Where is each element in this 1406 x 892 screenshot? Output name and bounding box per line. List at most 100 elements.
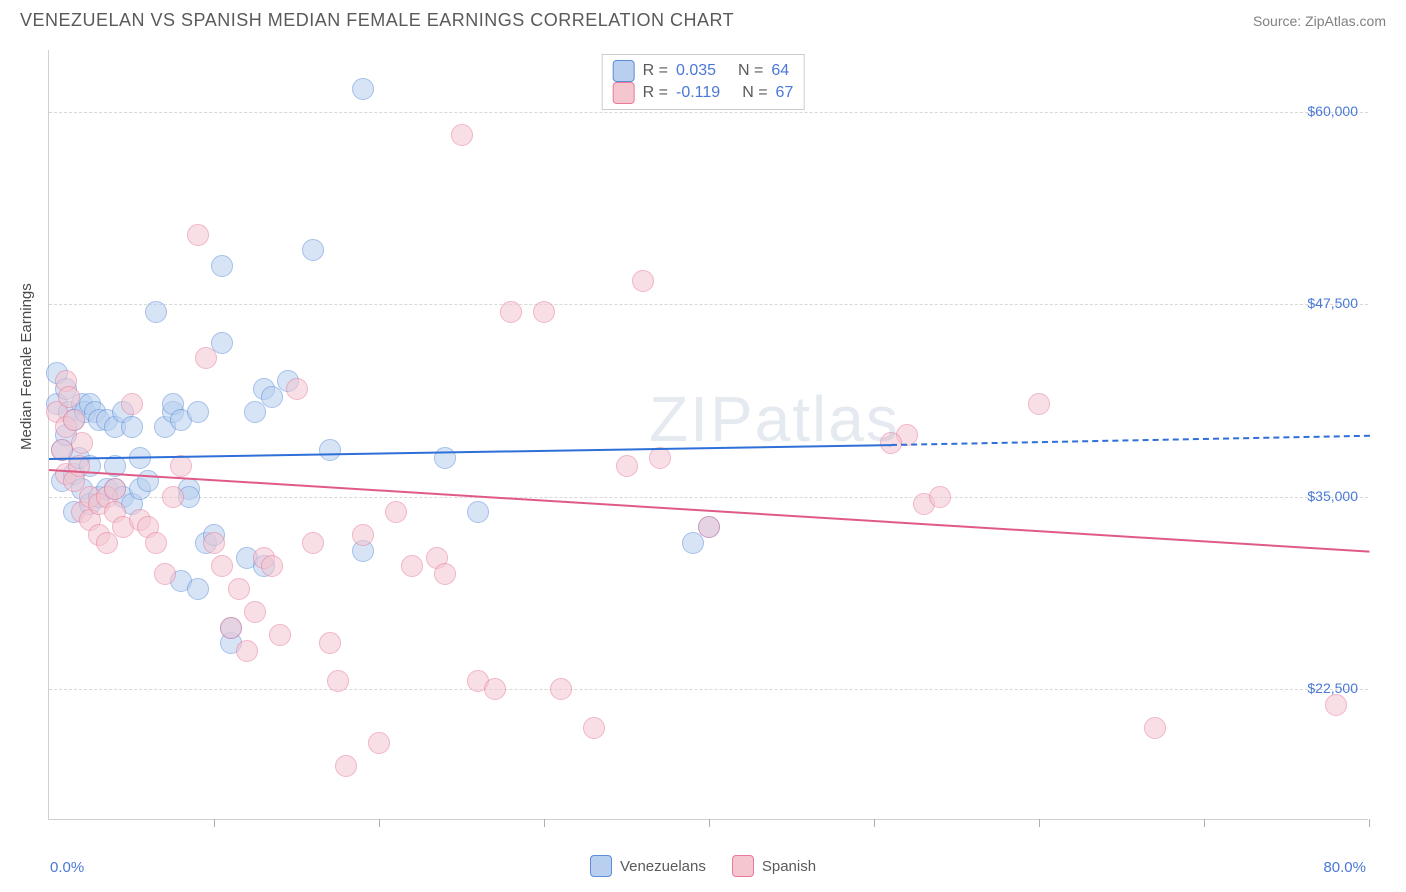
source-attribution: Source: ZipAtlas.com [1253,13,1386,29]
scatter-point [228,578,250,600]
scatter-point [385,501,407,523]
scatter-point [698,516,720,538]
scatter-point [63,409,85,431]
correlation-legend: R =0.035N =64R =-0.119N =67 [602,54,805,110]
legend-item: Spanish [732,855,816,877]
r-value: 0.035 [676,62,716,80]
scatter-chart: ZIPatlas $22,500$35,000$47,500$60,000 [48,50,1368,820]
x-min-label: 0.0% [50,859,84,876]
scatter-point [58,386,80,408]
series-legend: Venezuelans Spanish [0,855,1406,877]
scatter-point [211,555,233,577]
header: VENEZUELAN VS SPANISH MEDIAN FEMALE EARN… [0,0,1406,31]
scatter-point [244,601,266,623]
scatter-point [649,447,671,469]
scatter-point [319,632,341,654]
scatter-point [121,393,143,415]
scatter-point [211,332,233,354]
r-label: R = [643,62,668,80]
n-label: N = [738,62,763,80]
scatter-point [319,439,341,461]
gridline-horizontal [49,689,1368,690]
scatter-point [187,578,209,600]
y-tick-label: $60,000 [1307,103,1358,119]
scatter-point [368,732,390,754]
legend-swatch [613,60,635,82]
scatter-point [145,301,167,323]
scatter-point [327,670,349,692]
x-tick [1204,819,1205,827]
trend-line [49,444,891,460]
scatter-point [203,532,225,554]
x-tick [1369,819,1370,827]
y-axis-title: Median Female Earnings [18,283,35,450]
scatter-point [929,486,951,508]
scatter-point [1028,393,1050,415]
scatter-point [500,301,522,323]
scatter-point [352,78,374,100]
scatter-point [162,486,184,508]
scatter-point [236,640,258,662]
gridline-horizontal [49,304,1368,305]
scatter-point [880,432,902,454]
scatter-point [434,563,456,585]
scatter-point [211,255,233,277]
x-tick [709,819,710,827]
n-value: 64 [771,62,789,80]
scatter-point [170,455,192,477]
y-tick-label: $47,500 [1307,295,1358,311]
scatter-point [401,555,423,577]
legend-label: Venezuelans [620,858,706,875]
scatter-point [154,563,176,585]
n-value: 67 [776,84,794,102]
scatter-point [533,301,555,323]
x-tick [1039,819,1040,827]
scatter-point [121,416,143,438]
legend-label: Spanish [762,858,816,875]
scatter-point [583,717,605,739]
legend-row: R = 0.035 N = 64 [613,60,794,82]
scatter-point [145,532,167,554]
n-label: N = [742,84,767,102]
r-value: -0.119 [676,84,720,102]
scatter-point [550,678,572,700]
y-tick-label: $35,000 [1307,488,1358,504]
legend-swatch [613,82,635,104]
r-label: R = [643,84,668,102]
x-tick [544,819,545,827]
legend-item: Venezuelans [590,855,706,877]
gridline-horizontal [49,497,1368,498]
scatter-point [302,532,324,554]
scatter-point [352,524,374,546]
scatter-point [335,755,357,777]
scatter-point [1144,717,1166,739]
x-tick [874,819,875,827]
legend-row: R = -0.119 N = 67 [613,82,794,104]
scatter-point [1325,694,1347,716]
scatter-point [261,555,283,577]
legend-swatch [590,855,612,877]
scatter-point [269,624,291,646]
legend-swatch [732,855,754,877]
scatter-point [187,401,209,423]
trend-line [49,469,1369,553]
scatter-point [187,224,209,246]
scatter-point [286,378,308,400]
scatter-point [616,455,638,477]
x-tick [379,819,380,827]
trend-line [890,435,1369,446]
gridline-horizontal [49,112,1368,113]
scatter-point [302,239,324,261]
scatter-point [220,617,242,639]
scatter-point [467,501,489,523]
chart-title: VENEZUELAN VS SPANISH MEDIAN FEMALE EARN… [20,10,734,31]
scatter-point [137,470,159,492]
scatter-point [451,124,473,146]
scatter-point [71,432,93,454]
scatter-point [632,270,654,292]
x-tick [214,819,215,827]
scatter-point [104,478,126,500]
scatter-point [195,347,217,369]
x-max-label: 80.0% [1323,859,1366,876]
scatter-point [484,678,506,700]
